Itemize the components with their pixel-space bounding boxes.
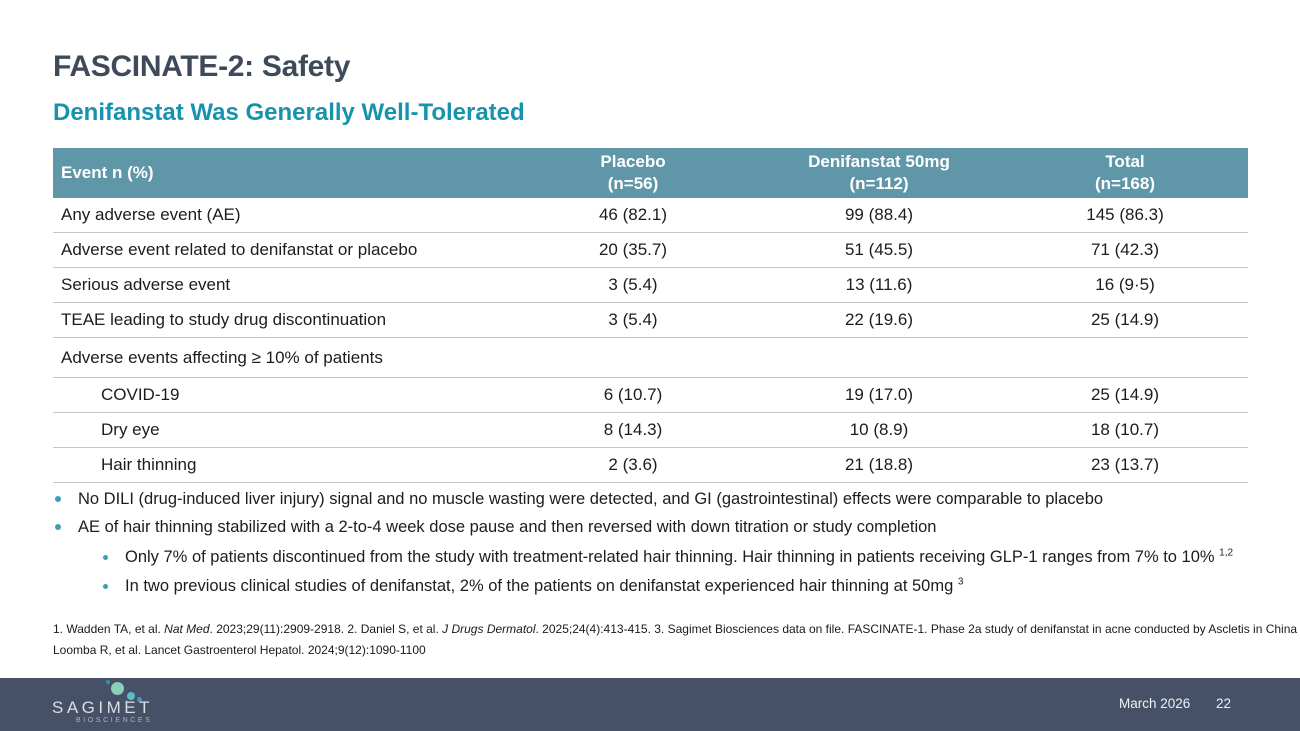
page-subtitle: Denifanstat Was Generally Well-Tolerated [53,99,525,126]
cell-total: 25 (14.9) [1090,310,1160,329]
header-cell-denifanstat: Denifanstat 50mg (n=112) [756,148,1002,198]
footnote-references: 1. Wadden TA, et al. Nat Med. 2023;29(11… [53,622,1298,638]
header-placebo-line1: Placebo [600,152,666,171]
table-header-row: Event n (%) Placebo (n=56) Denifanstat 5… [53,148,1248,198]
table-row: Any adverse event (AE) 46 (82.1) 99 (88.… [53,198,1248,233]
bullet-item: No DILI (drug-induced liver injury) sign… [53,486,1268,513]
footnote-citation: Loomba R, et al. Lancet Gastroenterol He… [53,642,426,657]
footnote-segment: . 2025;24(4):413-415. 3. Sagimet Bioscie… [535,622,1298,636]
table-row: Hair thinning 2 (3.6) 21 (18.8) 23 (13.7… [53,448,1248,483]
cell-total: 25 (14.9) [1090,385,1160,404]
sagimet-logo: SAGIMET BIOSCIENCES [50,678,180,731]
cell-total: 145 (86.3) [1086,205,1164,224]
cell-placebo: 3 (5.4) [608,275,658,294]
bullet-text: AE of hair thinning stabilized with a 2-… [78,518,937,536]
header-cell-placebo: Placebo (n=56) [510,148,756,198]
header-denifanstat-line2: (n=112) [849,174,909,193]
sub-bullet-item: In two previous clinical studies of deni… [101,574,1268,599]
header-denifanstat-line1: Denifanstat 50mg [808,152,950,171]
table-section-row: Adverse events affecting ≥ 10% of patien… [53,338,1248,378]
header-cell-event: Event n (%) [61,163,154,182]
cell-denifanstat: 21 (18.8) [844,455,914,474]
sub-bullet-text: Only 7% of patients discontinued from th… [125,545,1233,570]
bullet-icon [103,584,108,589]
bullet-icon [55,524,61,530]
sub-bullet-body: In two previous clinical studies of deni… [125,577,958,595]
section-label: Adverse events affecting ≥ 10% of patien… [61,347,383,367]
logo-dot-icon [127,692,135,700]
sub-bullet-text: In two previous clinical studies of deni… [125,574,963,599]
row-label: Any adverse event (AE) [61,205,241,224]
cell-denifanstat: 22 (19.6) [844,310,914,329]
safety-table: Event n (%) Placebo (n=56) Denifanstat 5… [53,148,1248,483]
reference-superscript: 1,2 [1219,547,1234,559]
cell-placebo: 46 (82.1) [598,205,668,224]
table-row: Dry eye 8 (14.3) 10 (8.9) 18 (10.7) [53,413,1248,448]
logo-wordmark: SAGIMET [52,698,154,717]
logo-dot-icon [137,697,142,702]
bullet-list: No DILI (drug-induced liver injury) sign… [53,486,1268,603]
footnote-segment: 1. Wadden TA, et al. [53,622,165,636]
row-label: Serious adverse event [61,275,231,294]
page-number: 22 [1216,696,1232,711]
footer-date: March 2026 [1119,696,1191,711]
footnote-journal: J Drugs Dermatol [442,622,536,636]
logo-subtext: BIOSCIENCES [76,717,153,724]
header-total-line1: Total [1105,152,1145,171]
logo-dot-icon [125,700,128,703]
sub-bullet-item: Only 7% of patients discontinued from th… [101,545,1268,570]
bullet-icon [103,555,108,560]
reference-superscript: 3 [957,576,964,588]
bullet-text: No DILI (drug-induced liver injury) sign… [78,490,1104,508]
cell-total: 23 (13.7) [1090,455,1160,474]
cell-denifanstat: 19 (17.0) [844,385,914,404]
cell-placebo: 8 (14.3) [603,420,663,439]
cell-denifanstat: 13 (11.6) [845,275,913,294]
cell-total: 16 (9·5) [1095,275,1155,294]
cell-placebo: 2 (3.6) [608,455,658,474]
footnote-segment: . 2023;29(11):2909-2918. 2. Daniel S, et… [209,622,443,636]
page-title: FASCINATE-2: Safety [53,50,351,83]
footer-bar: SAGIMET BIOSCIENCES March 2026 22 [0,678,1300,731]
header-cell-total: Total (n=168) [1002,148,1248,198]
cell-denifanstat: 51 (45.5) [844,240,914,259]
bullet-icon [55,496,61,502]
table-row: Adverse event related to denifanstat or … [53,233,1248,268]
sub-bullet-body: Only 7% of patients discontinued from th… [125,548,1220,566]
row-label: Adverse event related to denifanstat or … [61,240,418,259]
cell-denifanstat: 10 (8.9) [849,420,909,439]
cell-total: 71 (42.3) [1090,240,1160,259]
row-label: Hair thinning [101,455,197,474]
cell-placebo: 20 (35.7) [598,240,668,259]
cell-total: 18 (10.7) [1090,420,1160,439]
cell-placebo: 6 (10.7) [603,385,663,404]
logo-dot-icon [111,682,124,695]
logo-dot-icon [106,680,110,684]
bullet-item: AE of hair thinning stabilized with a 2-… [53,514,1268,541]
row-label: TEAE leading to study drug discontinuati… [61,310,387,329]
cell-placebo: 3 (5.4) [608,310,658,329]
header-placebo-line2: (n=56) [607,174,659,193]
footnotes: 1. Wadden TA, et al. Nat Med. 2023;29(11… [53,622,1298,658]
table-row: COVID-19 6 (10.7) 19 (17.0) 25 (14.9) [53,378,1248,413]
footnote-journal: Nat Med [164,622,210,636]
table-row: Serious adverse event 3 (5.4) 13 (11.6) … [53,268,1248,303]
table-row: TEAE leading to study drug discontinuati… [53,303,1248,338]
row-label: Dry eye [101,420,160,439]
row-label: COVID-19 [101,385,180,404]
header-total-line2: (n=168) [1095,174,1155,193]
cell-denifanstat: 99 (88.4) [844,205,914,224]
